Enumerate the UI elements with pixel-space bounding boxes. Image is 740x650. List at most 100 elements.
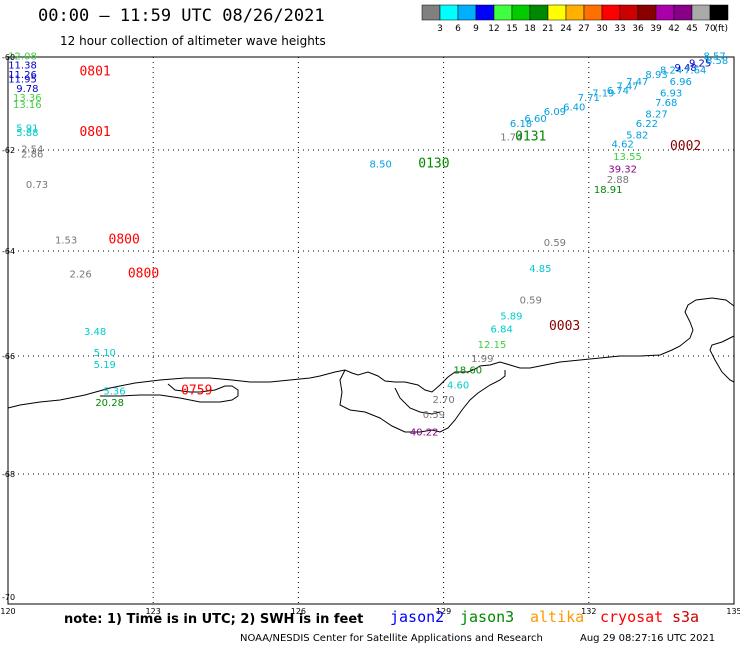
colorbar-label: 30: [596, 24, 608, 34]
wave-height-label: 1.74: [500, 133, 522, 144]
colorbar-swatch: [637, 4, 657, 21]
page-subtitle: 12 hour collection of altimeter wave hei…: [60, 34, 326, 48]
wave-height-label: 6.09: [544, 107, 566, 118]
pass-time-label: 0800: [109, 232, 140, 247]
satellite-legend-cryosat: cryosat: [600, 608, 664, 626]
wave-height-label: 2.88: [607, 175, 629, 186]
satellite-legend-altika: altika: [530, 608, 585, 626]
lat-tick-label: -60: [2, 53, 15, 62]
wave-height-label: 0.59: [544, 238, 566, 249]
wave-height-label: 1.53: [55, 235, 77, 246]
wave-height-label: 5.89: [500, 311, 522, 322]
wave-height-label: 6.96: [670, 77, 692, 88]
wave-height-label: 20.28: [95, 398, 124, 409]
wave-height-label: 0.59: [520, 296, 542, 307]
wave-height-label: 5.82: [626, 130, 648, 141]
pass-time-label: 0759: [181, 383, 212, 398]
wave-height-label: 39.32: [608, 165, 637, 176]
wave-height-label: 4.62: [612, 140, 634, 151]
wave-height-label: 9.25: [689, 58, 711, 69]
wave-height-label: 18.91: [594, 185, 623, 196]
wave-height-label: 0.59: [423, 410, 445, 421]
colorbar-label: 33: [614, 24, 625, 34]
wave-height-label: 18.60: [453, 366, 482, 377]
colorbar-swatch: [529, 4, 549, 21]
lon-tick-label: 129: [436, 607, 451, 616]
lat-tick-label: -66: [2, 352, 15, 361]
axis-tick-labels: 120 123 126 129 132 135 -60 -62 -64 -66 -68 -70: [0, 53, 740, 616]
wave-height-label: 3.48: [84, 327, 106, 338]
colorbar-swatch: [601, 4, 621, 21]
colorbar-swatch: [655, 4, 675, 21]
wave-height-observations: 12.0811.3811.2611.959.7813.3613.165.915.…: [8, 51, 728, 438]
colorbar-label: 18: [524, 24, 536, 34]
colorbar-label: 3: [437, 24, 443, 34]
map-frame: [7, 56, 735, 605]
pass-time-labels: 0801 0801 0800 0800 0759 0130 0131 0002 0003: [79, 65, 701, 399]
colorbar-label: 45: [686, 24, 697, 34]
satellite-legend-jason2: jason2: [390, 608, 445, 626]
colorbar-label: 24: [560, 24, 572, 34]
wave-height-label: 5.19: [94, 360, 116, 371]
wave-height-label: 7.64: [684, 65, 706, 76]
colorbar-label: 70: [704, 24, 716, 34]
pass-time-label: 0801: [79, 125, 110, 140]
lon-tick-label: 120: [0, 607, 15, 616]
wave-height-label: 9.48: [674, 63, 696, 74]
wave-height-label: 11.95: [8, 75, 37, 86]
wave-height-label: 6.60: [524, 114, 546, 125]
wave-height-label: 2.86: [21, 150, 43, 161]
wave-height-label: 8.57: [704, 51, 726, 62]
colorbar-swatch: [691, 4, 711, 21]
wave-height-label: 11.38: [8, 61, 37, 72]
wave-height-label: 7.68: [655, 98, 677, 109]
colorbar-swatch: [421, 4, 441, 21]
wave-height-label: 13.36: [13, 93, 42, 104]
wave-height-label: 13.55: [613, 152, 642, 163]
footer-generated-date: Aug 29 08:27:16 UTC 2021: [580, 633, 716, 644]
colorbar-swatch: [457, 4, 477, 21]
lat-tick-label: -62: [2, 146, 15, 155]
pass-time-label: 0130: [418, 157, 449, 172]
colorbar-swatch: [619, 4, 639, 21]
colorbar-label: 6: [455, 24, 461, 34]
wave-height-label: 6.18: [510, 119, 532, 130]
lon-tick-label: 135: [726, 607, 740, 616]
wave-height-label: 12.08: [8, 51, 37, 62]
wave-height-label: 5.88: [16, 128, 38, 139]
satellite-legend-jason3: jason3: [460, 608, 515, 626]
wave-height-label: 6.40: [563, 102, 585, 113]
colorbar-swatch: [583, 4, 603, 21]
wave-height-label: 5.36: [103, 386, 125, 397]
wave-height-label: 7.47: [616, 82, 638, 93]
pass-time-label: 0003: [549, 319, 580, 334]
wave-height-label: 12.15: [478, 340, 507, 351]
wave-height-label: 6.84: [491, 324, 513, 335]
lon-tick-label: 123: [146, 607, 161, 616]
wave-height-label: 8.24: [660, 65, 682, 76]
colorbar-swatch: [439, 4, 459, 21]
wave-height-label: 0.73: [26, 180, 48, 191]
colorbar-label: 42: [668, 24, 679, 34]
page-title: 00:00 – 11:59 UTC 08/26/2021: [38, 6, 325, 26]
wave-height-label: 13.16: [13, 100, 42, 111]
colorbar-swatch: [709, 4, 729, 21]
colorbar-label: 36: [632, 24, 644, 34]
wave-height-label: 4.85: [529, 264, 551, 275]
wave-height-label: 7.71: [578, 93, 600, 104]
satellite-legend-s3a: s3a: [672, 608, 700, 626]
wave-height-label: 6.74: [607, 86, 629, 97]
wave-height-label: 2.26: [69, 269, 91, 280]
graticule: [8, 57, 734, 604]
lon-tick-label: 132: [581, 607, 596, 616]
wave-height-label: 2.70: [432, 395, 454, 406]
wave-height-label: 5.10: [94, 348, 116, 359]
wave-height-label: 11.26: [8, 70, 37, 81]
footer-note: note: 1) Time is in UTC; 2) SWH is in fe…: [64, 612, 364, 627]
pass-time-label: 0002: [670, 139, 701, 154]
colorbar-unit: (ft): [714, 24, 728, 34]
pass-time-label: 0131: [515, 130, 546, 145]
colorbar-label: 21: [542, 24, 553, 34]
